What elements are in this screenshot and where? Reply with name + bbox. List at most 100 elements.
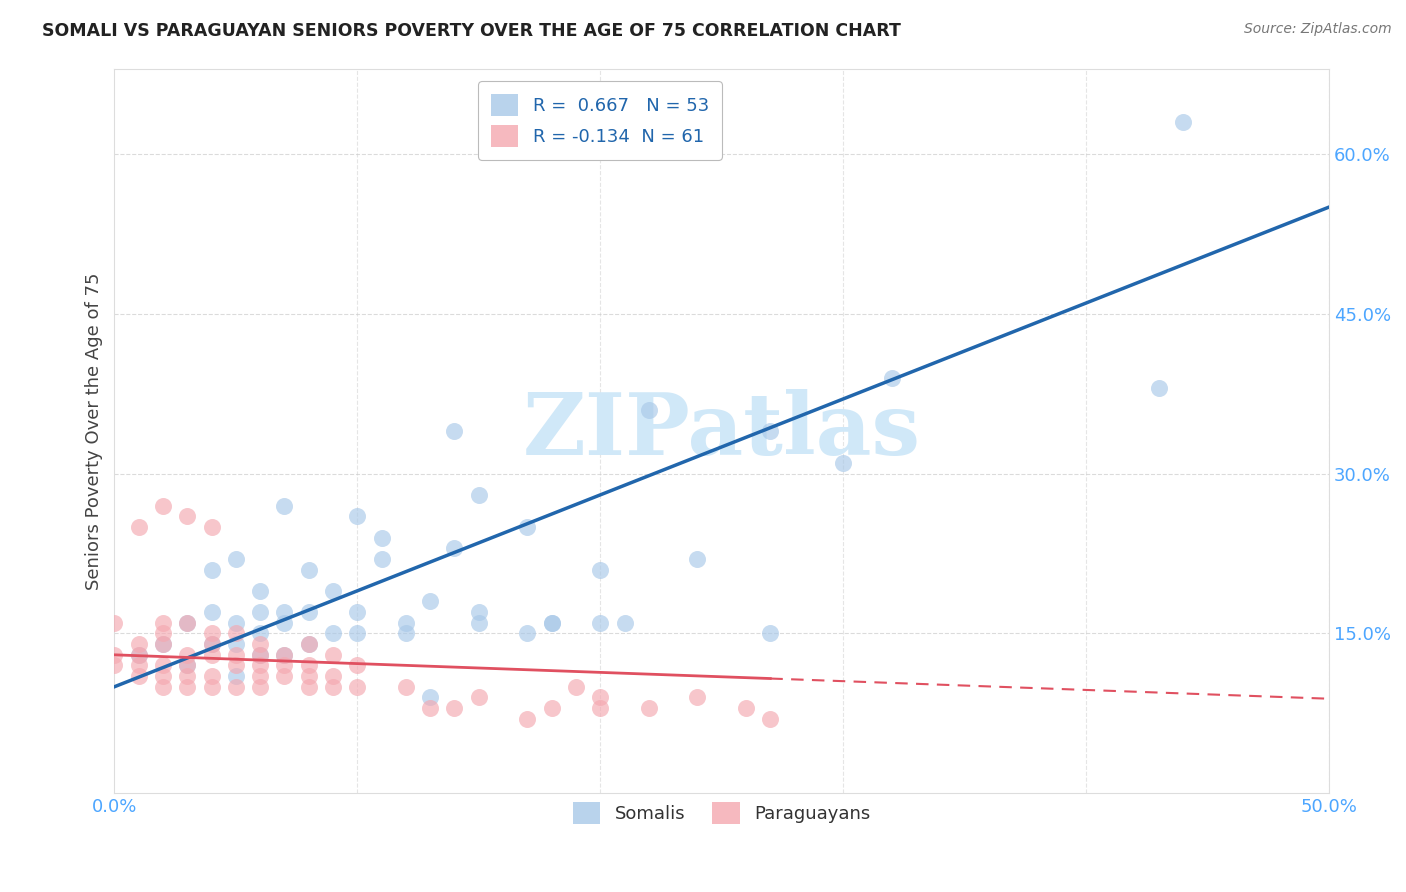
Point bbox=[225, 552, 247, 566]
Point bbox=[128, 520, 150, 534]
Point bbox=[419, 690, 441, 705]
Point bbox=[200, 648, 222, 662]
Point bbox=[152, 658, 174, 673]
Point bbox=[395, 615, 418, 630]
Point bbox=[298, 680, 321, 694]
Point bbox=[200, 626, 222, 640]
Point bbox=[200, 605, 222, 619]
Point bbox=[468, 690, 491, 705]
Point bbox=[128, 658, 150, 673]
Point bbox=[176, 658, 198, 673]
Point bbox=[128, 637, 150, 651]
Point bbox=[419, 701, 441, 715]
Point bbox=[176, 648, 198, 662]
Point bbox=[176, 615, 198, 630]
Point bbox=[200, 637, 222, 651]
Point bbox=[395, 680, 418, 694]
Point bbox=[613, 615, 636, 630]
Point bbox=[103, 648, 125, 662]
Point bbox=[516, 626, 538, 640]
Text: ZIPatlas: ZIPatlas bbox=[523, 389, 921, 473]
Point bbox=[273, 615, 295, 630]
Point bbox=[249, 648, 271, 662]
Point bbox=[176, 669, 198, 683]
Point bbox=[346, 509, 368, 524]
Point bbox=[103, 615, 125, 630]
Point bbox=[759, 424, 782, 438]
Point bbox=[1147, 381, 1170, 395]
Point bbox=[225, 637, 247, 651]
Point bbox=[735, 701, 758, 715]
Point bbox=[589, 701, 612, 715]
Point bbox=[152, 637, 174, 651]
Point bbox=[346, 626, 368, 640]
Point bbox=[346, 658, 368, 673]
Point bbox=[200, 669, 222, 683]
Point bbox=[225, 669, 247, 683]
Point bbox=[128, 669, 150, 683]
Point bbox=[832, 456, 855, 470]
Point bbox=[273, 499, 295, 513]
Point bbox=[225, 680, 247, 694]
Point bbox=[468, 488, 491, 502]
Point bbox=[322, 669, 344, 683]
Point bbox=[176, 680, 198, 694]
Point bbox=[759, 712, 782, 726]
Point bbox=[200, 562, 222, 576]
Point bbox=[152, 637, 174, 651]
Point bbox=[540, 615, 562, 630]
Point bbox=[249, 637, 271, 651]
Text: SOMALI VS PARAGUAYAN SENIORS POVERTY OVER THE AGE OF 75 CORRELATION CHART: SOMALI VS PARAGUAYAN SENIORS POVERTY OVE… bbox=[42, 22, 901, 40]
Point bbox=[443, 541, 465, 556]
Point bbox=[249, 648, 271, 662]
Point bbox=[176, 509, 198, 524]
Point bbox=[443, 701, 465, 715]
Point bbox=[273, 648, 295, 662]
Point bbox=[273, 669, 295, 683]
Point bbox=[103, 658, 125, 673]
Point bbox=[273, 658, 295, 673]
Point bbox=[176, 615, 198, 630]
Point bbox=[686, 690, 709, 705]
Point bbox=[298, 637, 321, 651]
Point bbox=[298, 658, 321, 673]
Point bbox=[565, 680, 588, 694]
Point bbox=[298, 637, 321, 651]
Point bbox=[128, 648, 150, 662]
Point bbox=[200, 520, 222, 534]
Point bbox=[419, 594, 441, 608]
Point bbox=[249, 626, 271, 640]
Point bbox=[273, 605, 295, 619]
Text: Source: ZipAtlas.com: Source: ZipAtlas.com bbox=[1244, 22, 1392, 37]
Point bbox=[759, 626, 782, 640]
Point bbox=[346, 605, 368, 619]
Point bbox=[637, 402, 659, 417]
Point bbox=[225, 648, 247, 662]
Point bbox=[249, 680, 271, 694]
Point bbox=[540, 615, 562, 630]
Point bbox=[589, 690, 612, 705]
Point bbox=[468, 605, 491, 619]
Point bbox=[540, 701, 562, 715]
Point bbox=[322, 680, 344, 694]
Point bbox=[249, 658, 271, 673]
Point bbox=[152, 626, 174, 640]
Point bbox=[370, 552, 392, 566]
Point bbox=[152, 499, 174, 513]
Point bbox=[589, 562, 612, 576]
Point bbox=[322, 583, 344, 598]
Point bbox=[880, 370, 903, 384]
Point bbox=[298, 669, 321, 683]
Point bbox=[516, 520, 538, 534]
Point bbox=[225, 615, 247, 630]
Point bbox=[322, 648, 344, 662]
Point bbox=[1173, 115, 1195, 129]
Point bbox=[395, 626, 418, 640]
Y-axis label: Seniors Poverty Over the Age of 75: Seniors Poverty Over the Age of 75 bbox=[86, 272, 103, 590]
Point bbox=[273, 648, 295, 662]
Point bbox=[589, 615, 612, 630]
Point bbox=[298, 605, 321, 619]
Point bbox=[200, 680, 222, 694]
Point bbox=[516, 712, 538, 726]
Point bbox=[152, 680, 174, 694]
